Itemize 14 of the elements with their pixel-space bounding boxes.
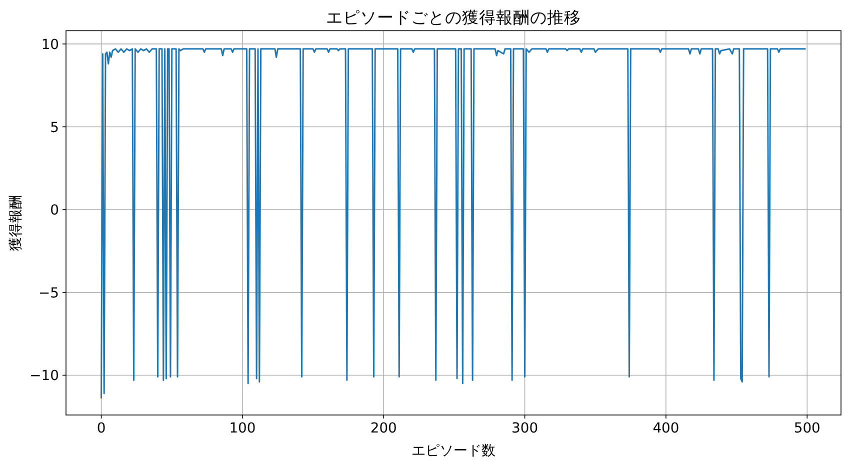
xtick: 200 (370, 420, 397, 436)
ytick: −10 (30, 368, 59, 384)
ytick: 5 (50, 120, 59, 136)
ylabel: 獲得報酬 (8, 194, 24, 251)
xlabel: エピソード数 (412, 443, 496, 459)
title: エピソードごとの獲得報酬の推移 (326, 7, 581, 27)
xtick: 400 (652, 420, 680, 436)
ytick: −5 (38, 285, 59, 302)
xtick: 100 (229, 420, 256, 436)
xtick: 300 (512, 420, 538, 436)
xtick: 0 (96, 420, 106, 436)
ytick: 10 (41, 36, 59, 53)
ytick: 0 (50, 202, 59, 219)
xtick: 500 (794, 420, 820, 436)
